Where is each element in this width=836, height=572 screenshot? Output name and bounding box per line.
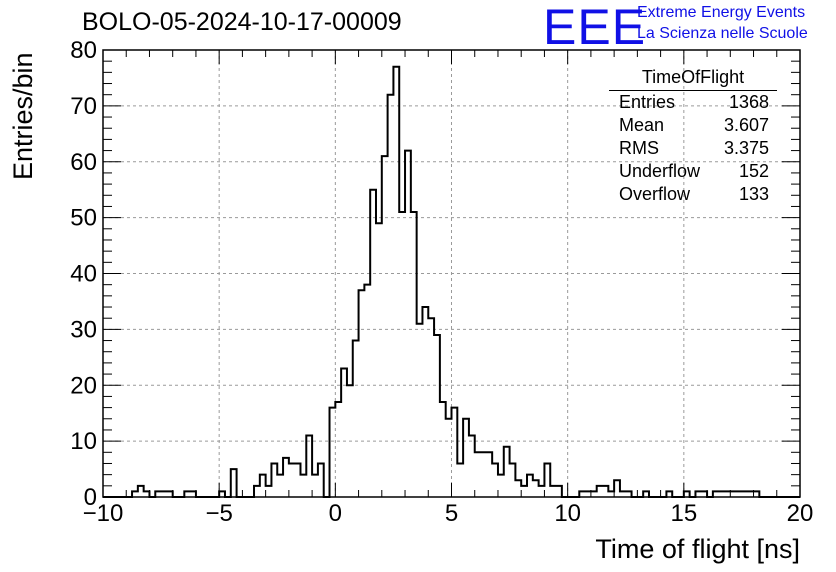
y-tick-label: 60 <box>70 149 97 176</box>
stats-label: Mean <box>619 115 665 135</box>
logo-line-1: Extreme Energy Events <box>637 4 806 21</box>
stats-title: TimeOfFlight <box>609 67 777 91</box>
stats-row-entries: Entries 1368 <box>609 91 777 114</box>
y-tick-label: 40 <box>70 261 97 288</box>
stats-value: 1368 <box>728 92 769 112</box>
x-tick-labels: −10 −5 0 5 10 15 20 <box>83 500 814 527</box>
plot-title: BOLO-05-2024-10-17-00009 <box>82 8 402 36</box>
x-axis-label: Time of flight [ns] <box>595 534 800 564</box>
eee-logo-text: Extreme Energy Events La Scienza nelle S… <box>637 2 808 44</box>
stats-value: 152 <box>738 161 769 181</box>
y-tick-labels: 0 10 20 30 40 50 60 70 80 <box>70 37 97 511</box>
x-tick-label: 15 <box>670 500 697 527</box>
y-axis-label: Entries/bin <box>8 52 38 180</box>
stats-row-mean: Mean 3.607 <box>609 114 777 137</box>
stats-label: Underflow <box>619 161 701 181</box>
stats-row-rms: RMS 3.375 <box>609 137 777 160</box>
stats-row-overflow: Overflow 133 <box>609 183 777 206</box>
grid-lines <box>103 50 800 497</box>
x-tick-label: 0 <box>329 500 342 527</box>
x-tick-label: −10 <box>83 500 124 527</box>
x-tick-label: 10 <box>554 500 581 527</box>
y-tick-label: 0 <box>84 484 97 511</box>
y-tick-label: 30 <box>70 316 97 343</box>
y-tick-label: 70 <box>70 93 97 120</box>
eee-logo: EEE <box>543 0 647 55</box>
stats-value: 3.607 <box>723 115 769 135</box>
stats-row-underflow: Underflow 152 <box>609 160 777 183</box>
stats-label: RMS <box>619 138 659 158</box>
y-tick-label: 10 <box>70 428 97 455</box>
x-tick-label: −5 <box>205 500 232 527</box>
logo-line-2: La Scienza nelle Scuole <box>637 25 808 42</box>
x-tick-label: 5 <box>445 500 458 527</box>
stats-label: Overflow <box>619 184 691 204</box>
stats-value: 133 <box>738 184 769 204</box>
stats-box: TimeOfFlight Entries 1368 Mean 3.607 RMS… <box>609 67 777 206</box>
y-tick-label: 20 <box>70 372 97 399</box>
axis-ticks <box>102 49 801 498</box>
y-tick-label: 80 <box>70 37 97 64</box>
stats-label: Entries <box>619 92 676 112</box>
y-tick-label: 50 <box>70 205 97 232</box>
stats-value: 3.375 <box>723 138 769 158</box>
x-tick-label: 20 <box>787 500 814 527</box>
